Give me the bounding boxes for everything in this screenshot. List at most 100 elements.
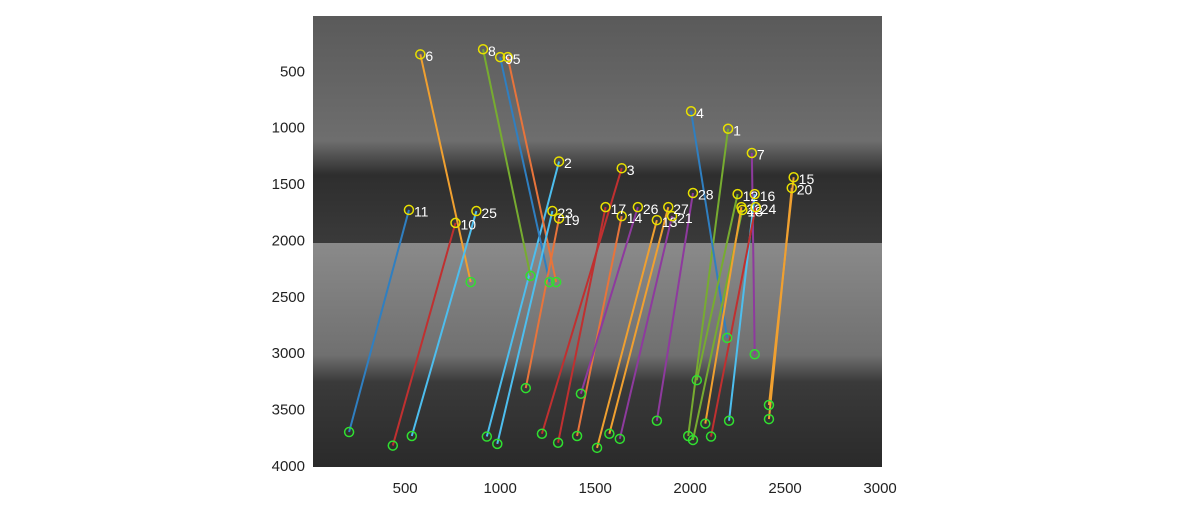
point-label: 10 xyxy=(460,217,476,233)
top-point xyxy=(553,213,565,224)
point-label: 21 xyxy=(677,210,693,226)
bottom-point xyxy=(387,440,399,451)
match-line xyxy=(391,222,457,446)
bottom-point xyxy=(705,431,717,442)
top-point xyxy=(788,171,799,183)
point-label: 8 xyxy=(488,43,496,59)
point-label: 11 xyxy=(414,204,429,220)
bottom-point xyxy=(575,388,587,399)
point-label: 19 xyxy=(564,212,580,228)
point-label: 14 xyxy=(627,210,643,226)
match-line xyxy=(608,206,670,434)
bottom-point xyxy=(525,270,536,282)
match-line xyxy=(690,111,729,339)
top-point xyxy=(600,201,611,213)
match-line xyxy=(419,54,472,283)
top-point xyxy=(616,210,627,222)
bottom-point xyxy=(591,442,603,454)
match-line xyxy=(506,56,558,283)
top-point xyxy=(749,188,760,200)
match-line xyxy=(750,152,756,355)
top-point xyxy=(616,162,627,174)
top-point xyxy=(732,188,743,200)
bottom-point xyxy=(544,276,555,288)
match-line xyxy=(485,161,560,437)
bottom-point xyxy=(763,399,775,411)
bottom-point xyxy=(687,434,699,446)
match-line xyxy=(596,219,658,449)
point-label: 20 xyxy=(797,182,813,198)
point-label: 17 xyxy=(611,201,627,217)
bottom-point xyxy=(763,413,775,425)
match-line xyxy=(348,209,410,433)
match-line xyxy=(767,187,793,420)
bottom-point xyxy=(492,438,503,450)
top-point xyxy=(666,210,678,222)
y-tick-label: 3500 xyxy=(272,402,305,419)
top-point xyxy=(736,201,747,213)
match-line xyxy=(496,210,554,445)
point-label: 28 xyxy=(698,187,714,203)
bottom-point xyxy=(481,431,493,442)
top-point xyxy=(502,51,513,63)
bottom-point xyxy=(721,332,733,344)
bottom-point xyxy=(723,415,735,427)
top-point xyxy=(547,205,558,217)
top-point xyxy=(477,44,489,55)
y-tick-label: 2000 xyxy=(272,232,305,249)
match-line xyxy=(482,49,532,277)
top-point xyxy=(553,156,565,167)
point-label: 6 xyxy=(425,48,433,64)
point-label: 5 xyxy=(513,51,521,67)
match-line xyxy=(540,167,623,435)
top-point xyxy=(632,201,644,213)
y-tick-label: 500 xyxy=(280,63,305,80)
top-point xyxy=(403,204,415,216)
bottom-point xyxy=(691,374,703,386)
bottom-point xyxy=(749,349,760,360)
point-label: 15 xyxy=(799,171,815,187)
y-tick-label: 3000 xyxy=(272,345,305,362)
x-tick-label: 500 xyxy=(393,480,418,497)
x-tick-label: 3000 xyxy=(863,480,896,497)
x-tick-label: 2000 xyxy=(673,480,706,497)
bottom-point xyxy=(536,428,548,439)
match-line xyxy=(710,206,757,437)
x-tick-label: 1000 xyxy=(483,480,516,497)
bottom-point xyxy=(651,415,663,427)
bottom-point xyxy=(614,433,626,445)
bottom-point xyxy=(406,430,418,442)
top-point xyxy=(722,123,734,134)
match-line xyxy=(557,206,607,443)
top-point xyxy=(415,49,426,60)
match-line xyxy=(579,206,639,395)
point-label: 3 xyxy=(627,162,635,178)
match-line xyxy=(499,56,551,283)
bottom-point xyxy=(571,430,583,442)
y-tick-label: 4000 xyxy=(272,458,305,475)
bottom-point xyxy=(550,276,562,288)
top-point xyxy=(685,106,697,117)
top-point xyxy=(663,201,674,213)
point-label: 13 xyxy=(662,214,678,230)
top-point xyxy=(450,217,461,229)
point-label: 2 xyxy=(564,155,572,171)
bottom-point xyxy=(520,382,532,394)
top-image xyxy=(313,16,882,243)
bottom-point xyxy=(552,437,564,449)
match-line xyxy=(524,218,561,389)
match-line xyxy=(695,193,739,381)
top-point xyxy=(687,187,699,199)
bottom-point xyxy=(700,418,711,429)
match-line xyxy=(410,210,478,437)
point-label: 23 xyxy=(557,205,573,221)
top-point xyxy=(494,51,506,63)
match-line xyxy=(618,215,674,440)
point-label: 1 xyxy=(733,122,741,138)
point-label: 22 xyxy=(746,201,762,217)
bottom-point xyxy=(465,276,476,288)
point-label: 26 xyxy=(643,201,659,217)
y-tick-label: 1500 xyxy=(272,176,305,193)
